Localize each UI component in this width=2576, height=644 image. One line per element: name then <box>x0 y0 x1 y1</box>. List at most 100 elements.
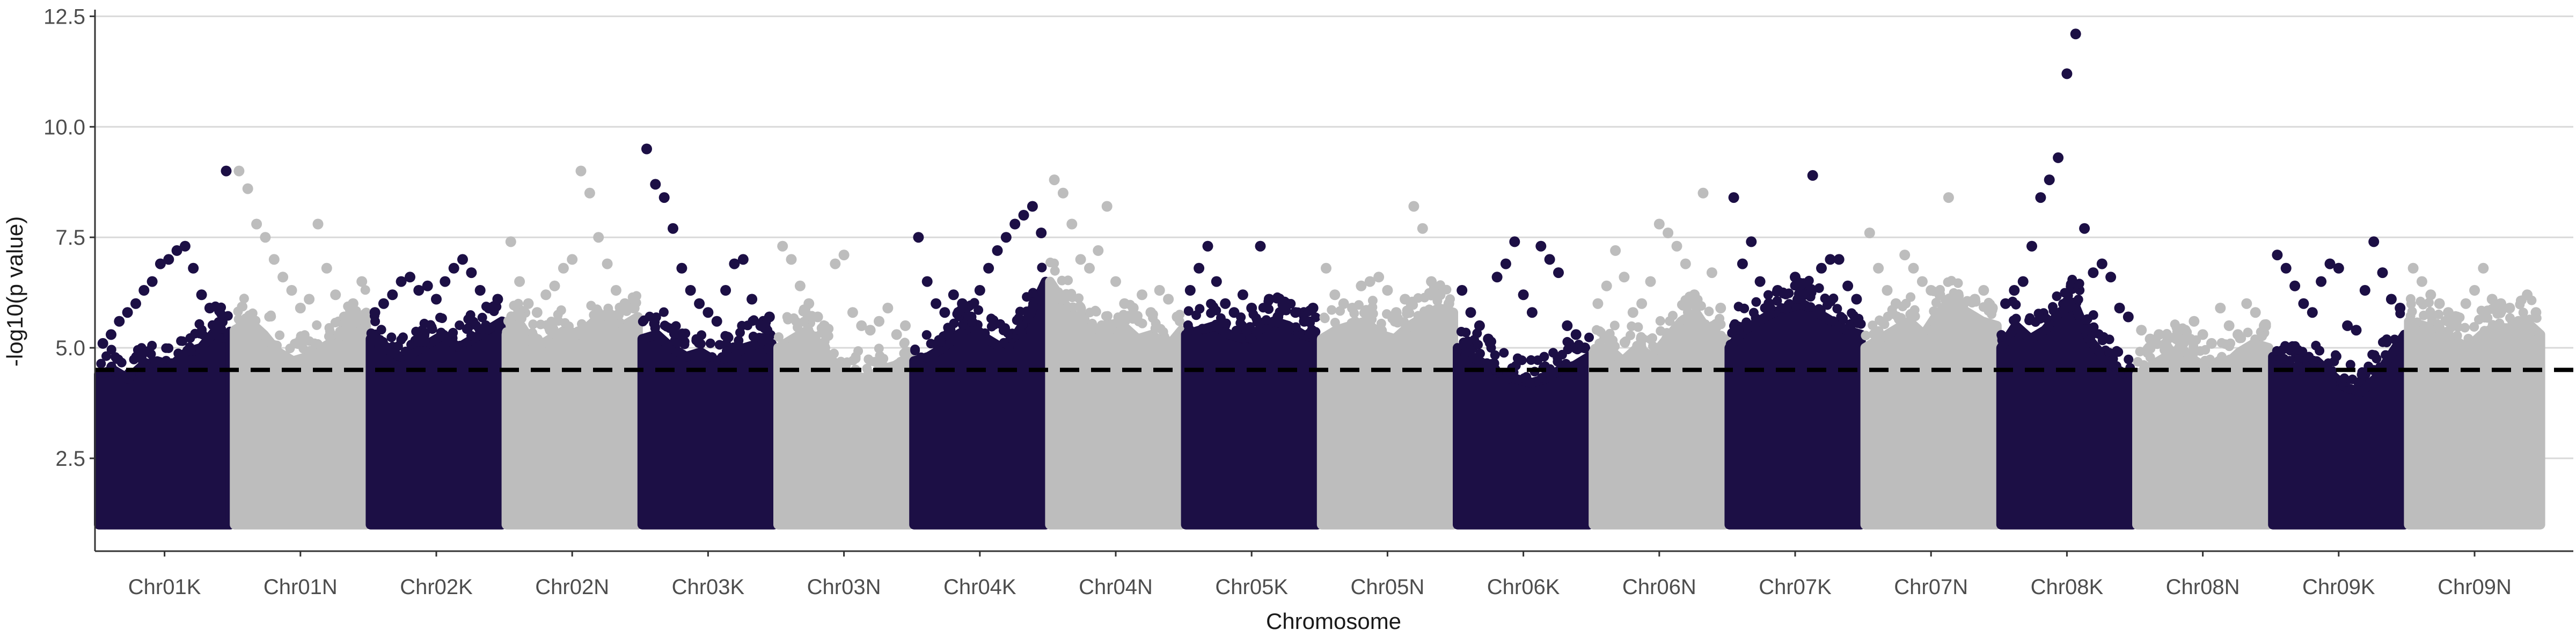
data-point <box>1400 294 1411 305</box>
data-point <box>1754 276 1766 287</box>
chromosome-series-Chr06N <box>1589 187 1730 530</box>
data-point <box>2197 329 2208 340</box>
data-point <box>1943 192 1954 203</box>
data-point <box>2041 313 2051 324</box>
data-point <box>455 320 465 331</box>
data-point <box>2048 305 2059 316</box>
data-point <box>492 294 503 305</box>
data-point <box>2199 361 2209 371</box>
data-point <box>540 289 552 301</box>
data-point <box>1091 305 1101 316</box>
data-point <box>387 289 398 301</box>
data-point <box>137 350 147 361</box>
data-point <box>931 298 942 309</box>
data-point <box>639 315 649 325</box>
data-point <box>658 192 670 203</box>
points-layer <box>94 28 2545 530</box>
data-point <box>2323 358 2333 368</box>
data-point <box>567 254 578 265</box>
data-point <box>1002 328 1013 338</box>
data-point <box>1526 307 1538 318</box>
data-point <box>347 298 358 309</box>
data-point <box>237 302 247 312</box>
data-point <box>431 294 442 305</box>
data-point <box>2225 354 2235 364</box>
data-point <box>1211 305 1221 316</box>
data-point <box>2339 373 2350 383</box>
data-point <box>97 338 108 349</box>
data-point <box>672 338 683 348</box>
data-point <box>312 218 324 230</box>
data-point <box>1663 228 1674 238</box>
data-point <box>910 345 920 354</box>
data-point <box>2530 307 2542 318</box>
data-point <box>2482 327 2492 338</box>
data-point <box>1763 298 1774 309</box>
data-point <box>1563 345 1573 355</box>
data-point <box>356 276 368 287</box>
data-point <box>1102 311 1113 321</box>
data-point <box>1772 285 1783 296</box>
data-point <box>1486 359 1496 369</box>
data-point <box>466 331 476 341</box>
data-point <box>1237 320 1247 331</box>
data-point <box>147 276 158 287</box>
data-point <box>2316 276 2327 287</box>
data-point <box>921 330 932 340</box>
data-point <box>1349 319 1359 329</box>
data-point <box>471 320 481 331</box>
data-point <box>734 340 744 350</box>
data-point <box>196 289 207 301</box>
data-point <box>277 272 289 283</box>
data-point <box>1102 325 1112 335</box>
data-point <box>2179 338 2189 348</box>
data-point <box>1329 289 1341 301</box>
data-point <box>1370 329 1379 339</box>
data-point <box>321 262 332 274</box>
data-point <box>312 320 322 330</box>
data-point <box>1864 341 1875 350</box>
bulk-points <box>1181 316 1322 530</box>
data-point <box>1473 340 1483 350</box>
data-point <box>1931 297 1941 308</box>
data-point <box>523 298 534 309</box>
data-point <box>436 327 446 338</box>
data-point <box>549 280 560 291</box>
data-point <box>2223 320 2235 331</box>
data-point <box>1781 303 1792 313</box>
data-point <box>1158 327 1168 337</box>
bulk-points <box>909 276 1051 530</box>
data-point <box>378 298 389 309</box>
data-point <box>1050 266 1060 276</box>
data-point <box>1899 250 1911 261</box>
data-point <box>477 312 487 323</box>
data-point <box>2324 258 2336 269</box>
data-point <box>536 319 546 330</box>
data-point <box>2233 329 2243 340</box>
data-point <box>1525 377 1535 387</box>
data-point <box>1619 337 1629 347</box>
data-point <box>939 307 950 318</box>
data-point <box>707 352 717 362</box>
data-point <box>178 336 188 346</box>
data-point <box>2359 285 2370 296</box>
data-point <box>755 320 766 331</box>
data-point <box>1627 307 1638 318</box>
chromosome-series-Chr03N <box>773 240 915 530</box>
data-point <box>179 240 191 252</box>
data-point <box>1211 276 1222 287</box>
data-point <box>1668 311 1678 321</box>
data-point <box>1727 328 1737 338</box>
data-point <box>2215 303 2226 313</box>
data-point <box>1851 294 1862 305</box>
data-point <box>720 285 731 296</box>
data-point <box>2486 294 2498 305</box>
chromosome-series-Chr08K <box>1996 28 2138 530</box>
data-point <box>2460 298 2471 309</box>
data-point <box>427 322 437 332</box>
data-point <box>413 285 425 296</box>
data-point <box>577 319 587 329</box>
data-point <box>452 341 463 352</box>
data-point <box>830 258 841 269</box>
data-point <box>1798 289 1810 301</box>
